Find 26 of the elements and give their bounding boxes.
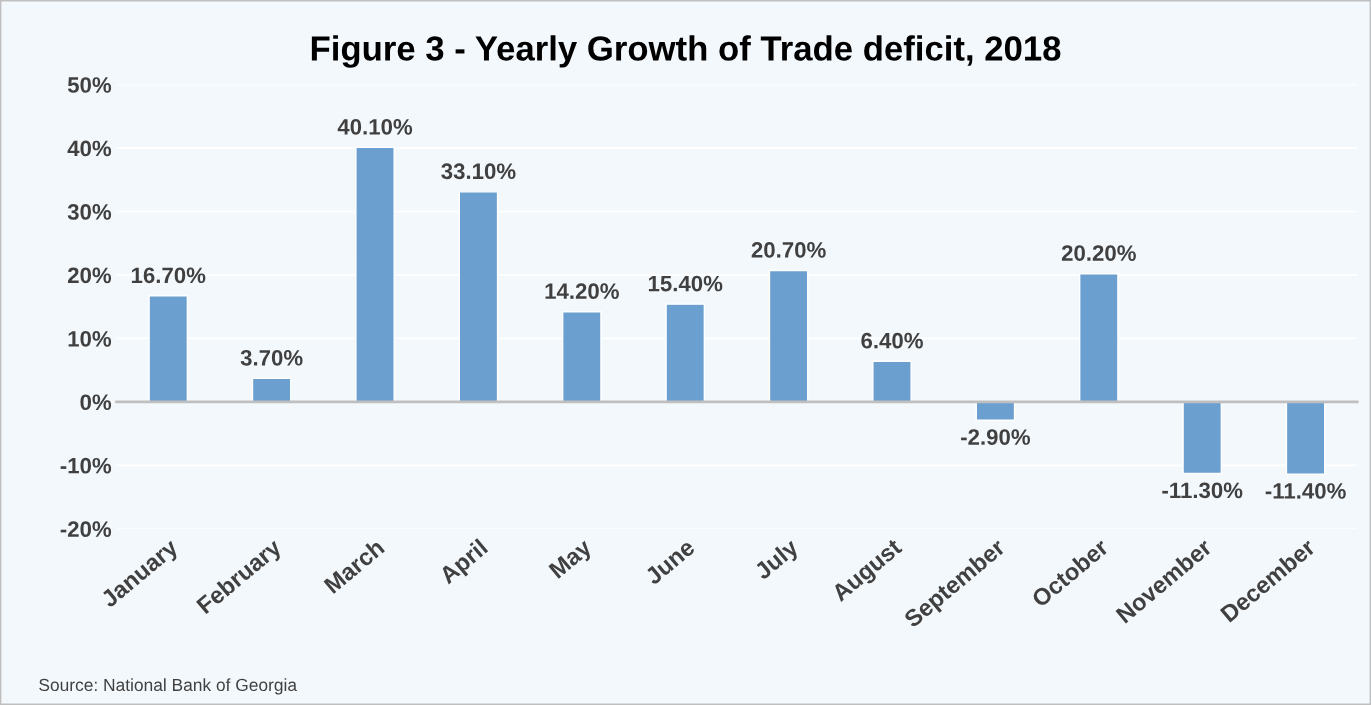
- y-tick-label: -20%: [60, 521, 112, 538]
- source-note: Source: National Bank of Georgia: [39, 678, 298, 695]
- y-tick-label: 0%: [80, 394, 112, 411]
- y-tick-label: -10%: [60, 457, 112, 474]
- data-label: -2.90%: [961, 429, 1031, 445]
- y-tick-label: 50%: [67, 77, 112, 93]
- data-label: 20.70%: [751, 242, 826, 258]
- x-tick-label: July: [752, 537, 803, 585]
- data-label: 15.40%: [648, 275, 723, 292]
- data-label: -11.40%: [1265, 483, 1346, 499]
- x-tick-label: May: [548, 537, 596, 583]
- data-label: 33.10%: [441, 163, 516, 180]
- data-label: -11.30%: [1162, 482, 1243, 499]
- bar: [975, 401, 1016, 421]
- data-label: 3.70%: [240, 349, 303, 366]
- y-tick-label: 20%: [67, 267, 112, 284]
- data-label: 40.10%: [337, 118, 413, 135]
- data-label: 14.20%: [545, 283, 619, 300]
- y-tick-label: 40%: [67, 140, 112, 157]
- y-tick-label: 10%: [68, 330, 112, 347]
- data-label: 20.20%: [1061, 245, 1136, 261]
- y-tick-label: 30%: [67, 204, 112, 220]
- data-label: 6.40%: [861, 332, 923, 349]
- bar: [872, 360, 912, 403]
- chart-title: Figure 3 - Yearly Growth of Trade deficit, 2018: [311, 35, 1061, 68]
- data-label: 16.70%: [131, 267, 206, 284]
